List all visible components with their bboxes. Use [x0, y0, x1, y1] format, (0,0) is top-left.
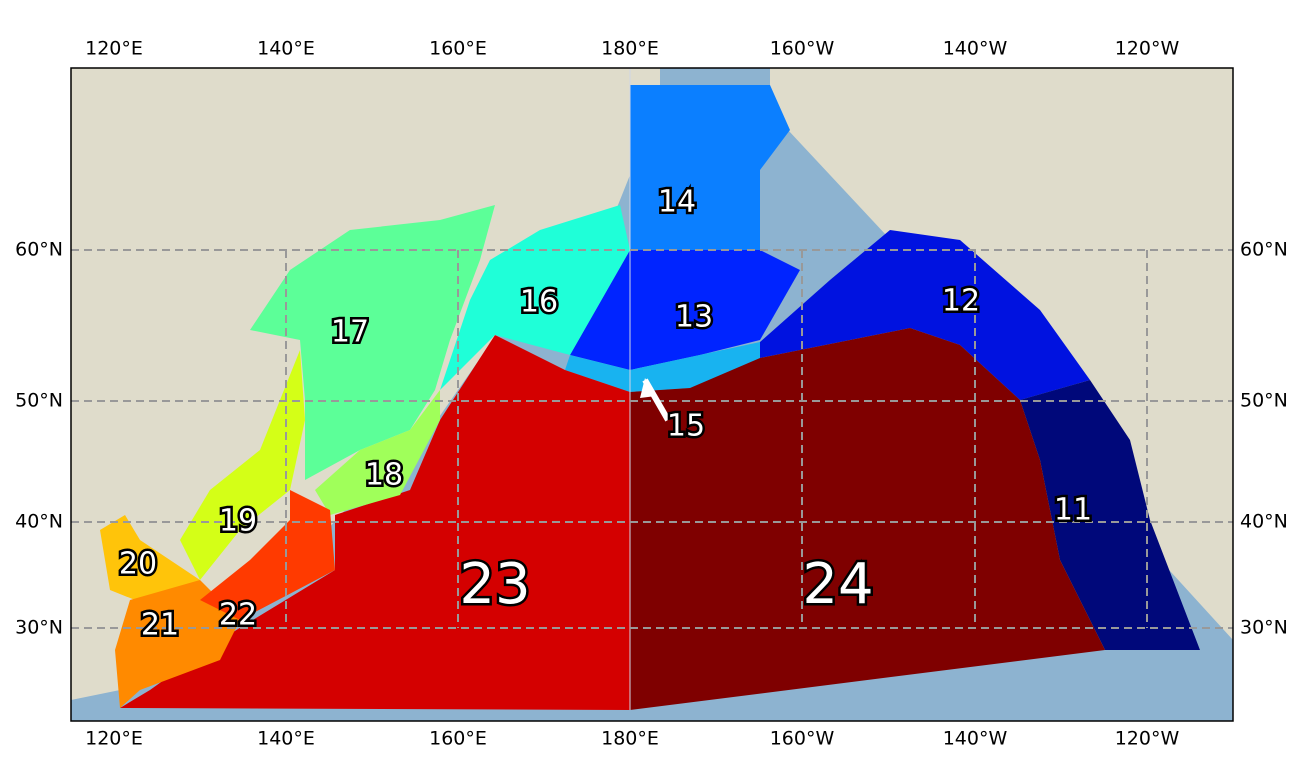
frame	[70, 67, 1234, 722]
region-11	[1020, 380, 1200, 650]
region-12	[760, 230, 1090, 400]
region-label: 17	[331, 315, 369, 350]
region-20	[100, 515, 200, 610]
lon-label: 160°E	[429, 728, 487, 750]
lat-label: 60°N	[15, 239, 63, 261]
lat-label: 30°N	[1240, 617, 1288, 639]
lon-label: 160°E	[429, 38, 487, 60]
region-label: 18	[365, 458, 403, 493]
lon-label: 140°E	[257, 728, 315, 750]
lat-label: 30°N	[15, 617, 63, 639]
lat-label: 60°N	[1240, 239, 1288, 261]
lon-label: 120°W	[1115, 38, 1180, 60]
region-22	[200, 490, 335, 620]
region-13	[570, 250, 800, 370]
region-label: 11	[1054, 493, 1092, 528]
region-label: 19	[219, 504, 257, 539]
lon-label: 180°E	[601, 728, 659, 750]
region-label: 24	[802, 552, 873, 617]
ocean	[660, 68, 770, 86]
region-19	[180, 350, 305, 580]
lon-label: 140°E	[257, 38, 315, 60]
region-18	[315, 390, 440, 515]
region-label: 22	[219, 598, 257, 633]
grid	[71, 249, 1233, 629]
lon-label: 120°E	[85, 728, 143, 750]
region-label: 14	[658, 185, 696, 220]
region-16	[440, 205, 630, 390]
lon-label: 120°E	[85, 38, 143, 60]
region-label: 15	[667, 409, 705, 444]
region-label: 12	[942, 284, 980, 319]
region-24	[630, 328, 1105, 710]
region-label: 16	[520, 285, 558, 320]
lat-label: 40°N	[1240, 511, 1288, 533]
region-21	[115, 580, 240, 708]
lon-label: 180°E	[601, 38, 659, 60]
region-label: 21	[141, 608, 179, 643]
lon-label: 140°W	[943, 38, 1008, 60]
region-label: 20	[119, 547, 157, 582]
region-label: 13	[675, 300, 713, 335]
map-area	[71, 68, 1233, 721]
region-17	[250, 205, 495, 480]
lat-label: 40°N	[15, 511, 63, 533]
lat-label: 50°N	[1240, 390, 1288, 412]
lon-label: 160°W	[770, 728, 835, 750]
lon-label: 160°W	[770, 38, 835, 60]
region-label: 23	[459, 552, 530, 617]
lat-label: 50°N	[15, 390, 63, 412]
arrow-head	[640, 378, 656, 398]
lon-label: 140°W	[943, 728, 1008, 750]
lon-label: 120°W	[1115, 728, 1180, 750]
region-14	[630, 85, 790, 250]
